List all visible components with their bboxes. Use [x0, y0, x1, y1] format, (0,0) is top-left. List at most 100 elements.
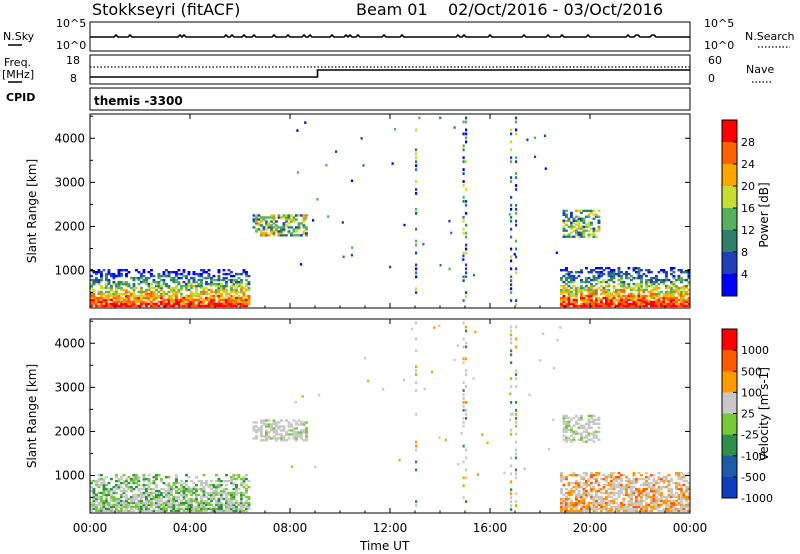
data-cell: [462, 156, 465, 160]
data-cell: [107, 489, 111, 493]
data-cell: [120, 501, 123, 505]
data-cell: [97, 292, 101, 296]
data-cell: [285, 220, 288, 223]
data-cell: [227, 499, 231, 503]
data-cell: [655, 489, 658, 493]
data-cell: [632, 489, 636, 493]
data-cell: [453, 358, 456, 362]
data-cell: [190, 489, 193, 493]
data-cell: [585, 280, 588, 284]
data-cell: [225, 497, 228, 501]
data-cell: [567, 233, 571, 236]
data-cell: [112, 274, 116, 278]
data-cell: [582, 491, 586, 495]
data-cell: [190, 497, 193, 501]
data-cell: [672, 267, 676, 270]
data-cell: [160, 477, 163, 481]
data-cell: [120, 503, 123, 507]
data-cell: [175, 489, 178, 493]
data-cell: [632, 286, 636, 290]
data-cell: [205, 499, 208, 503]
data-cell: [160, 300, 163, 304]
data-cell: [398, 459, 401, 462]
data-cell: [682, 491, 686, 495]
data-cell: [232, 274, 236, 278]
data-cell: [225, 505, 228, 509]
data-cell: [142, 487, 146, 491]
data-cell: [185, 507, 188, 511]
data-cell: [95, 503, 98, 507]
data-cell: [302, 232, 306, 235]
data-cell: [125, 477, 128, 481]
data-cell: [90, 505, 93, 509]
data-cell: [242, 269, 246, 272]
data-cell: [672, 481, 676, 485]
data-cell: [460, 432, 463, 435]
data-cell: [240, 304, 243, 308]
data-cell: [617, 282, 621, 286]
data-cell: [682, 493, 686, 497]
data-cell: [240, 501, 243, 505]
velocity-ylabel: Slant Range [km]: [25, 364, 39, 468]
data-cell: [152, 497, 156, 501]
data-cell: [267, 435, 271, 438]
data-cell: [562, 235, 566, 238]
data-cell: [235, 272, 238, 276]
data-cell: [97, 296, 101, 300]
data-cell: [100, 298, 103, 302]
data-cell: [117, 501, 121, 505]
data-cell: [645, 274, 648, 278]
data-cell: [177, 491, 181, 495]
data-cell: [580, 436, 583, 439]
data-cell: [645, 269, 648, 272]
data-cell: [122, 474, 126, 477]
data-cell: [152, 509, 156, 513]
data-cell: [130, 300, 133, 304]
data-cell: [105, 501, 108, 505]
data-cell: [127, 503, 131, 507]
data-cell: [165, 298, 168, 302]
data-cell: [215, 290, 218, 294]
data-cell: [462, 420, 465, 424]
data-cell: [140, 300, 143, 304]
data-cell: [515, 412, 518, 416]
data-cell: [140, 499, 143, 503]
data-cell: [575, 501, 578, 505]
data-cell: [180, 300, 183, 304]
data-cell: [285, 216, 288, 219]
data-cell: [610, 483, 613, 487]
data-cell: [127, 290, 131, 294]
data-cell: [107, 282, 111, 286]
data-cell: [130, 479, 133, 483]
data-cell: [655, 479, 658, 483]
data-cell: [617, 278, 621, 282]
data-cell: [595, 418, 598, 421]
data-cell: [217, 288, 221, 292]
data-cell: [207, 503, 211, 507]
data-cell: [565, 269, 568, 272]
data-cell: [582, 503, 586, 507]
data-cell: [565, 276, 568, 280]
data-cell: [655, 505, 658, 509]
data-cell: [262, 232, 266, 235]
data-cell: [577, 426, 581, 429]
data-cell: [172, 481, 176, 485]
data-cell: [657, 292, 661, 296]
data-cell: [240, 286, 243, 290]
data-cell: [90, 479, 93, 483]
data-cell: [577, 483, 581, 487]
data-cell: [132, 302, 136, 306]
data-cell: [575, 420, 578, 423]
data-cell: [575, 296, 578, 300]
data-cell: [612, 505, 616, 509]
data-cell: [577, 481, 581, 485]
data-cell: [585, 472, 588, 475]
data-cell: [142, 274, 146, 278]
data-cell: [225, 298, 228, 302]
data-cell: [595, 481, 598, 485]
data-cell: [97, 304, 101, 308]
data-cell: [115, 286, 118, 290]
data-cell: [438, 324, 441, 328]
data-cell: [180, 479, 183, 483]
data-cell: [265, 431, 268, 434]
